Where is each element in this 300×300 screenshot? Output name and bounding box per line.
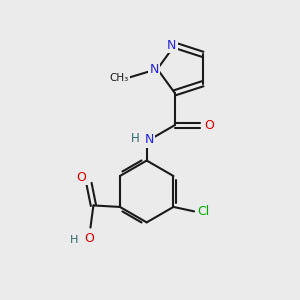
Text: N: N bbox=[150, 62, 159, 76]
Text: O: O bbox=[204, 119, 214, 132]
Text: O: O bbox=[77, 171, 87, 184]
Text: H: H bbox=[70, 235, 79, 245]
Text: Cl: Cl bbox=[197, 205, 209, 218]
Text: N: N bbox=[144, 134, 154, 146]
Text: N: N bbox=[167, 39, 176, 52]
Text: H: H bbox=[131, 132, 140, 145]
Text: CH₃: CH₃ bbox=[110, 73, 129, 83]
Text: O: O bbox=[84, 232, 94, 245]
